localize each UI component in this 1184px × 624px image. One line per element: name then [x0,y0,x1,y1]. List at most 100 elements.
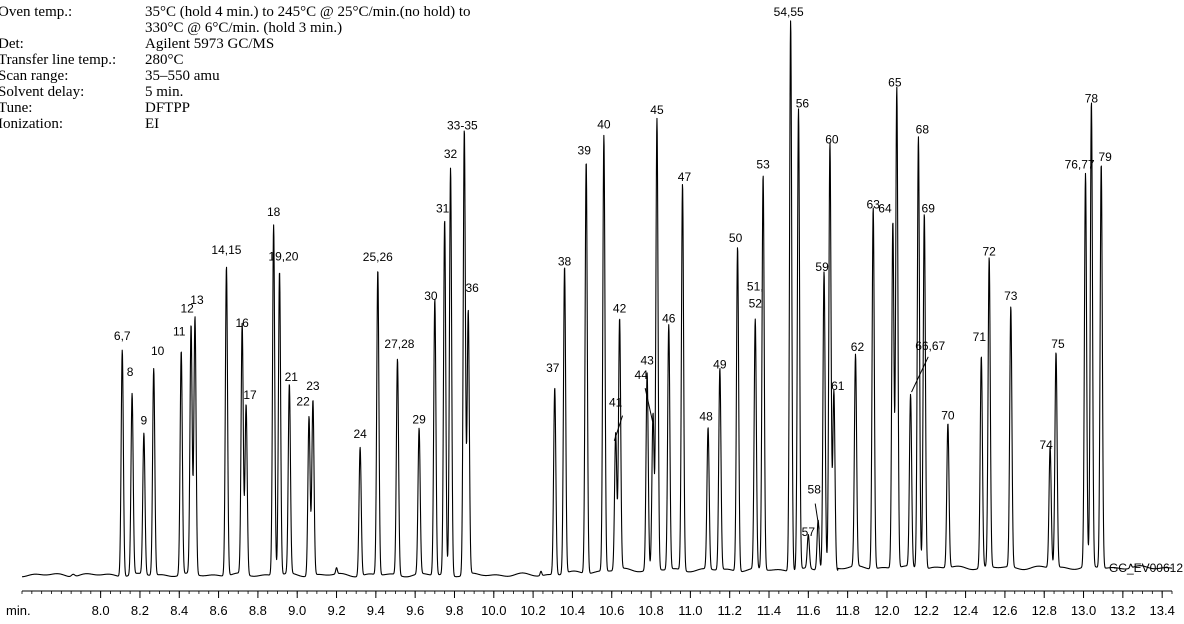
peak-label: 61 [831,379,845,393]
condition-row: Transfer line temp.: 280°C [0,52,471,68]
condition-value: 35–550 amu [145,68,220,84]
peak-label: 8 [127,365,134,379]
condition-label: Oven temp.: [0,4,73,20]
peak-label: 38 [558,255,572,269]
peak-label: 6,7 [114,329,131,343]
condition-row: Oven temp.: 35°C (hold 4 min.) to 245°C @… [0,4,471,20]
peak-leader-line [644,388,654,422]
condition-label: Det: [0,36,24,52]
peak-label: 74 [1040,438,1054,452]
peak-label: 9 [141,414,148,428]
peak-label: 68 [916,122,930,136]
peak-label: 42 [613,302,627,316]
condition-row: Det: Agilent 5973 GC/MS [0,36,471,52]
x-tick-label: 11.2 [718,603,742,618]
condition-value: 35°C (hold 4 min.) to 245°C @ 25°C/min.(… [145,4,471,20]
condition-row: Ionization: EI [0,116,471,132]
condition-label: Tune: [0,100,33,116]
peak-label: 71 [973,330,987,344]
condition-value: DFTPP [145,100,191,116]
peak-label: 49 [713,358,727,372]
x-axis-unit-label: min. [6,603,31,618]
x-tick-label: 9.4 [367,603,385,618]
figure-code: GC_EV00612 [1109,561,1183,575]
x-tick-label: 10.0 [481,603,506,618]
peak-label: 11 [173,325,186,339]
x-tick-label: 9.8 [445,603,463,618]
x-tick-label: 8.2 [131,603,149,618]
peak-label: 25,26 [363,250,393,264]
condition-label: Transfer line temp.: [0,52,117,68]
peak-label: 70 [941,409,955,423]
peak-label: 76,77 [1065,158,1095,172]
peak-label: 47 [678,170,692,184]
peak-label: 27,28 [384,337,414,351]
peak-label: 51, [747,280,764,294]
peak-label: 40 [597,117,611,131]
x-tick-label: 10.4 [560,603,585,618]
x-tick-label: 9.6 [406,603,424,618]
x-tick-label: 10.6 [599,603,624,618]
peak-label: 48 [699,410,713,424]
x-tick-label: 12.4 [953,603,978,618]
condition-value: 280°C [145,52,184,68]
peak-label: 63 [867,197,881,211]
peak-label: 16 [235,316,249,330]
peak-label: 24 [353,427,367,441]
x-tick-label: 12.6 [992,603,1017,618]
peak-label: 29 [412,412,426,426]
peak-label: 50 [729,231,743,245]
peak-leader-line [613,415,624,441]
condition-row: Tune: DFTPP [0,100,471,116]
peak-label: 69 [922,201,936,215]
peak-label: 72 [982,244,996,258]
peak-label: 17 [243,388,257,402]
peak-leader-line [814,503,820,530]
peak-label: 66,67 [915,339,945,353]
peak-label: 32 [444,147,458,161]
peak-label: 75 [1051,337,1065,351]
peak-label: 33-35 [447,118,478,132]
peak-label: 10 [151,344,165,358]
peak-label: 53 [756,158,770,172]
x-tick-label: 13.0 [1071,603,1096,618]
leader-lines [613,356,929,530]
peak-label: 62 [851,340,865,354]
peak-label: 39 [578,144,592,158]
x-tick-label: 11.0 [678,603,702,618]
x-tick-label: 12.8 [1032,603,1057,618]
peak-label: 41 [609,396,623,410]
condition-row: Scan range: 35–550 amu [0,68,471,84]
x-tick-label: 12.2 [914,603,939,618]
x-tick-label: 9.0 [288,603,306,618]
peak-label: 56 [796,97,810,111]
x-tick-label: 13.4 [1150,603,1175,618]
condition-value: EI [145,116,160,132]
x-tick-label: 8.8 [249,603,267,618]
peak-label: 65 [888,75,902,89]
peak-label: 43 [640,354,654,368]
peak-label: 59 [815,260,829,274]
condition-value: 5 min. [145,84,184,100]
peak-label: 13 [190,293,204,307]
peak-label: 37 [546,361,560,375]
run-conditions: Oven temp.: 35°C (hold 4 min.) to 245°C @… [0,4,471,132]
peak-label: 64 [878,201,892,215]
x-tick-label: 10.2 [520,603,545,618]
peak-label: 52 [749,297,763,311]
x-tick-label: 13.2 [1110,603,1135,618]
peak-label: 79 [1098,150,1112,164]
condition-value: Agilent 5973 GC/MS [145,36,275,52]
condition-label: Scan range: [0,68,69,84]
peak-label: 46 [662,312,676,326]
x-tick-label: 11.4 [757,603,781,618]
peak-label: 14,15 [211,243,241,257]
peak-label: 78 [1085,92,1099,106]
x-tick-label: 10.8 [638,603,663,618]
peak-label: 19,20 [268,249,298,263]
peak-leader-line [911,356,929,393]
peak-label: 22 [296,395,310,409]
x-tick-label: 11.6 [796,603,820,618]
